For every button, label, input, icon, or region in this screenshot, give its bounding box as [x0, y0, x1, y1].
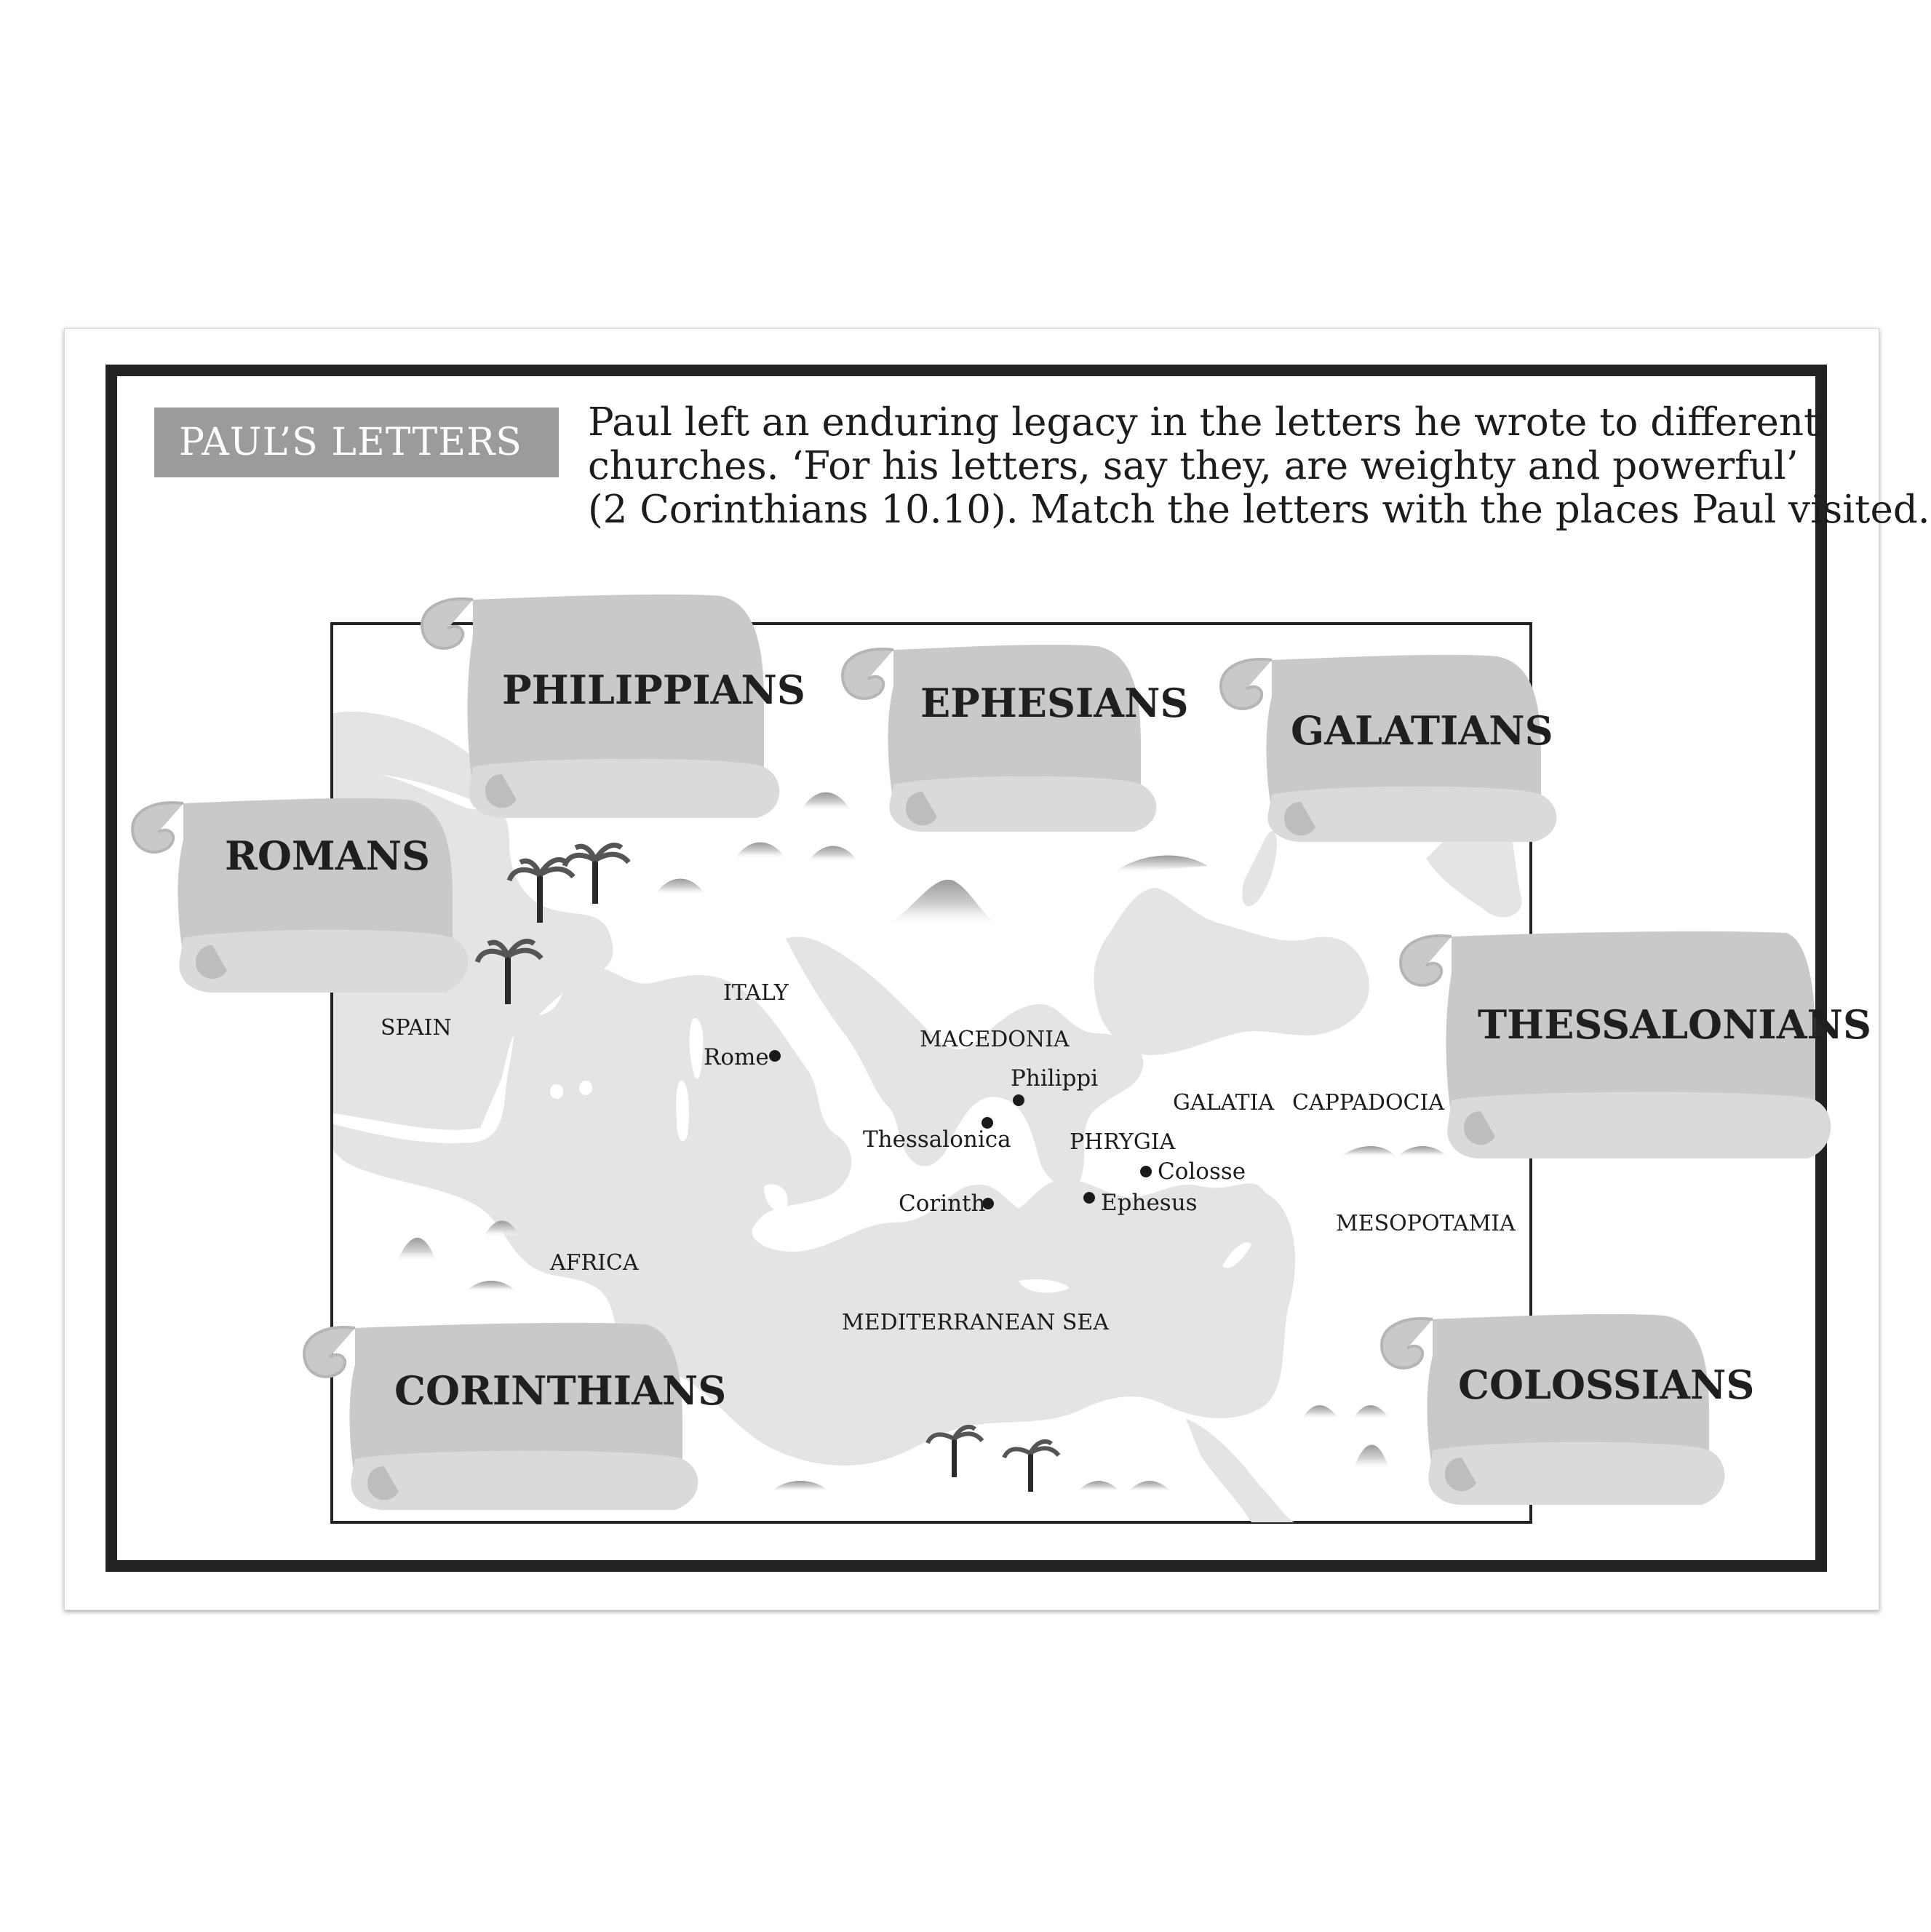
city-rome: Rome	[704, 1044, 769, 1070]
worksheet-frame	[105, 365, 1827, 1572]
region-spain: SPAIN	[381, 1015, 452, 1041]
city-marker-colosse	[1140, 1166, 1152, 1177]
scroll-label-romans: ROMANS	[225, 832, 430, 879]
region-phrygia: PHRYGIA	[1070, 1129, 1176, 1155]
palm-tree-icon	[562, 843, 631, 904]
city-philippi: Philippi	[1011, 1065, 1098, 1092]
city-marker-rome	[769, 1050, 781, 1062]
region-cappadocia: CAPPADOCIA	[1292, 1090, 1444, 1116]
city-marker-thessalonica	[982, 1117, 993, 1129]
mountains	[397, 792, 1448, 1492]
city-corinth: Corinth	[899, 1190, 986, 1217]
scroll-label-corinthians: CORINTHIANS	[394, 1367, 726, 1414]
intro-line-2: churches. ‘For his letters, say they, ar…	[588, 444, 1799, 488]
islands	[550, 1018, 1251, 1293]
city-thessalonica: Thessalonica	[863, 1126, 1011, 1153]
palm-tree-icon	[474, 939, 544, 1004]
scroll-philippians[interactable]: PHILIPPIANS	[420, 594, 805, 818]
palm-tree-icon	[925, 1424, 984, 1477]
region-italy: ITALY	[723, 980, 789, 1006]
palm-tree-icon	[506, 857, 576, 923]
city-marker-philippi	[1013, 1094, 1024, 1106]
page-title: PAUL’S LETTERS	[154, 408, 559, 477]
region-mediterranean-sea: MEDITERRANEAN SEA	[842, 1310, 1109, 1335]
scroll-galatians[interactable]: GALATIANS	[1219, 654, 1557, 842]
scroll-label-philippians: PHILIPPIANS	[502, 667, 805, 713]
scroll-corinthians[interactable]: CORINTHIANS	[302, 1322, 726, 1510]
scroll-ephesians[interactable]: EPHESIANS	[840, 644, 1188, 832]
palm-tree-icon	[1002, 1439, 1061, 1492]
region-mesopotamia: MESOPOTAMIA	[1336, 1211, 1516, 1236]
intro-line-1: Paul left an enduring legacy in the lett…	[588, 400, 1820, 445]
region-africa: AFRICA	[549, 1250, 639, 1276]
city-colosse: Colosse	[1158, 1158, 1246, 1185]
scroll-label-ephesians: EPHESIANS	[920, 680, 1188, 726]
region-galatia: GALATIA	[1173, 1090, 1274, 1116]
intro-line-3: (2 Corinthians 10.10). Match the letters…	[588, 488, 1930, 532]
region-macedonia: MACEDONIA	[920, 1027, 1070, 1052]
scroll-thessalonians[interactable]: THESSALONIANS	[1398, 931, 1871, 1158]
intro-text: Paul left an enduring legacy in the lett…	[588, 400, 1930, 532]
scroll-romans[interactable]: ROMANS	[130, 798, 469, 993]
city-marker-ephesus	[1083, 1192, 1095, 1204]
city-ephesus: Ephesus	[1101, 1190, 1198, 1216]
palm-trees	[474, 843, 1061, 1492]
city-marker-corinth	[982, 1198, 994, 1209]
scroll-label-colossians: COLOSSIANS	[1458, 1361, 1754, 1408]
scroll-colossians[interactable]: COLOSSIANS	[1379, 1313, 1754, 1505]
scroll-label-galatians: GALATIANS	[1291, 707, 1553, 754]
scroll-label-thessalonians: THESSALONIANS	[1478, 1001, 1871, 1048]
